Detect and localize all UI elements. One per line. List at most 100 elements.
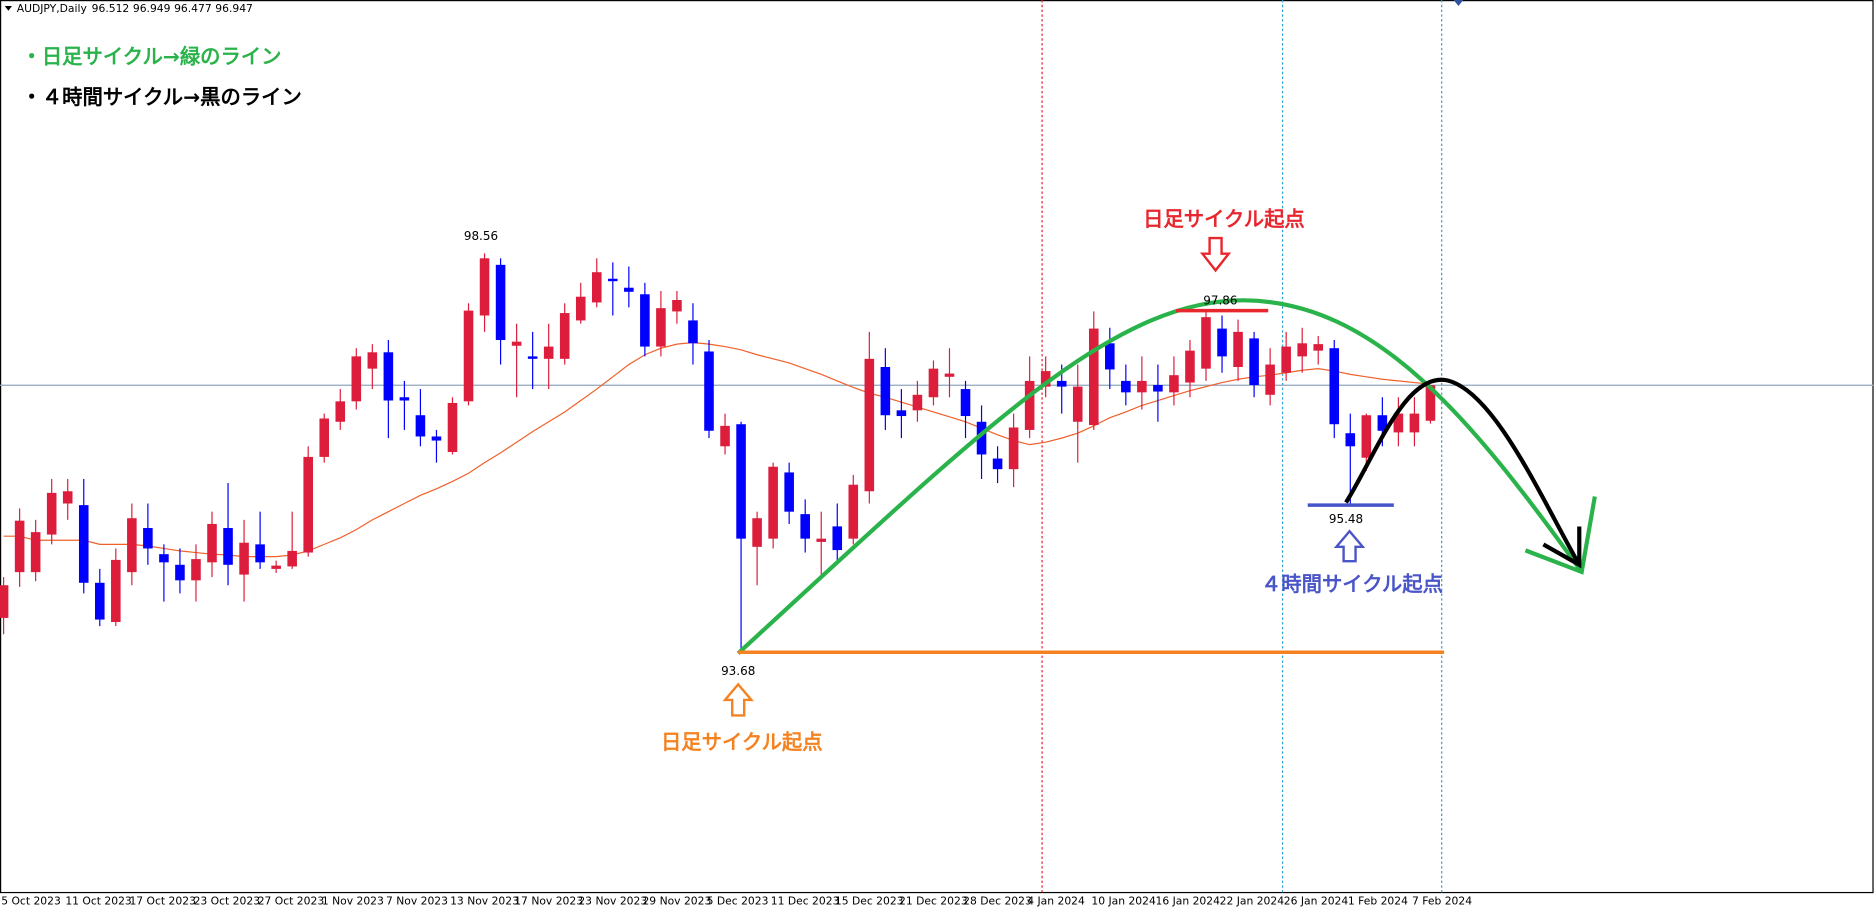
candle-body <box>640 294 650 347</box>
annotation: 日足サイクル起点 <box>661 730 823 754</box>
candle-body <box>976 421 987 455</box>
header-open: 96.512 <box>92 2 130 15</box>
x-tick-label: 5 Dec 2023 <box>707 895 769 908</box>
price-label: 95.48 <box>1329 512 1363 526</box>
candle-body <box>431 436 442 441</box>
arrow-head <box>1542 526 1582 569</box>
candle-body <box>1201 317 1211 369</box>
up-arrow-icon <box>722 682 754 717</box>
candle-body <box>463 310 474 402</box>
candle-body <box>704 351 714 431</box>
candle-body <box>1137 380 1147 393</box>
x-tick-label: 7 Feb 2024 <box>1412 895 1472 908</box>
header-close: 96.947 <box>215 2 253 15</box>
candle-body <box>319 418 330 457</box>
x-tick-label: 11 Oct 2023 <box>65 895 131 908</box>
candle-body <box>287 550 297 567</box>
candle-body <box>656 308 666 347</box>
candle-body <box>303 456 313 553</box>
candle-body <box>255 544 265 563</box>
candle-body <box>944 373 955 377</box>
candle-body <box>447 402 458 453</box>
candle-body <box>1185 350 1195 383</box>
candle-body <box>1377 415 1388 431</box>
candle-body <box>1425 385 1436 421</box>
header-low: 96.477 <box>174 2 212 15</box>
arrow-head <box>1524 496 1597 575</box>
x-tick-label: 26 Jan 2024 <box>1284 895 1349 908</box>
x-tick-label: 28 Dec 2023 <box>963 895 1032 908</box>
candle-body <box>543 346 554 359</box>
candle-body <box>335 401 346 422</box>
x-tick-label: 16 Jan 2024 <box>1156 895 1221 908</box>
x-tick-label: 10 Jan 2024 <box>1091 895 1156 908</box>
up-arrow-icon <box>1333 529 1366 563</box>
candle-body <box>239 542 249 575</box>
candle-body <box>1105 343 1115 370</box>
candle-body <box>960 389 971 417</box>
candle-body <box>415 415 426 437</box>
daily-cycle-curve <box>736 298 1584 655</box>
candle-body <box>768 466 778 539</box>
x-tick-label: 1 Nov 2023 <box>322 895 384 908</box>
candle-body <box>383 352 394 401</box>
annotation: ・４時間サイクル→黒のライン <box>22 85 302 109</box>
x-tick-label: 5 Oct 2023 <box>1 895 61 908</box>
candle-body <box>1329 348 1340 425</box>
candle-body <box>1281 346 1291 373</box>
candle-body <box>1040 371 1051 387</box>
candle-body <box>1265 364 1275 395</box>
x-tick-label: 13 Nov 2023 <box>450 895 519 908</box>
candle-body <box>880 367 891 416</box>
candle-body <box>527 356 538 359</box>
candle-body <box>94 582 105 620</box>
annotation: ４時間サイクル起点 <box>1261 572 1443 596</box>
down-arrow-icon <box>1199 236 1232 273</box>
candle-body <box>511 341 522 346</box>
candle-body <box>159 554 169 563</box>
x-tick-label: 17 Oct 2023 <box>129 895 195 908</box>
candle-body <box>608 278 618 282</box>
candle-body <box>1217 328 1227 357</box>
candle-body <box>479 258 490 316</box>
candle-body <box>1024 380 1035 430</box>
candle-body <box>223 528 233 565</box>
overlay: 98.56 97.86 93.68 95.48 <box>4 0 1597 717</box>
candle-body <box>832 526 843 551</box>
candle-body <box>992 458 1003 470</box>
candle-body <box>896 410 907 417</box>
x-tick-label: 7 Nov 2023 <box>386 895 448 908</box>
candle-body <box>1008 427 1019 470</box>
candle-body <box>928 368 939 398</box>
x-tick-label: 23 Oct 2023 <box>194 895 260 908</box>
h4-cycle-curve <box>1344 377 1582 566</box>
candle-body <box>78 505 89 583</box>
x-tick-label: 1 Feb 2024 <box>1348 895 1408 908</box>
candle-body <box>800 514 810 539</box>
candle-body <box>30 532 41 573</box>
candle-body <box>559 313 570 359</box>
candle-body <box>143 528 153 549</box>
candle-body <box>1345 433 1356 447</box>
candle-body <box>1072 386 1083 422</box>
candle-body <box>271 565 281 569</box>
candle-body <box>752 518 762 547</box>
candle-body <box>1313 344 1324 351</box>
candle-body <box>688 320 698 344</box>
annotation: ・日足サイクル→緑のライン <box>22 44 282 68</box>
candle-body <box>1409 413 1420 433</box>
symbol: AUDJPY,Daily <box>17 2 88 15</box>
candle-body <box>720 425 730 447</box>
candle-body <box>672 299 682 312</box>
candle-body <box>62 491 73 504</box>
candle-body <box>14 520 25 573</box>
marker-icon <box>1453 0 1464 7</box>
x-tick-label: 17 Nov 2023 <box>514 895 583 908</box>
price-label: 97.86 <box>1203 294 1237 308</box>
candle-body <box>1169 375 1179 393</box>
x-tick-label: 22 Jan 2024 <box>1220 895 1285 908</box>
candle-body <box>367 352 378 369</box>
price-label: 93.68 <box>721 664 755 678</box>
